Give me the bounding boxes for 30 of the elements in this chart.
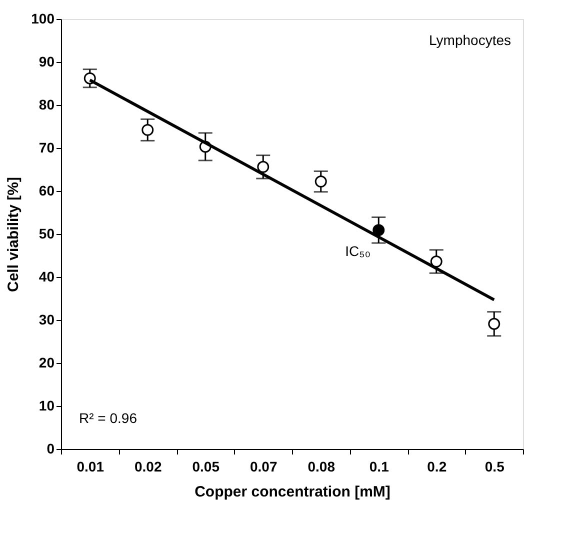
y-tick-label: 60 <box>38 182 55 198</box>
point <box>257 160 270 173</box>
y-tick-label: 20 <box>38 354 55 370</box>
x-tick-label: 0.05 <box>192 458 220 474</box>
y-tick-label: 100 <box>31 10 55 26</box>
x-tick-label: 0.5 <box>484 458 505 474</box>
x-tick-label: 0.01 <box>76 458 104 474</box>
annotation: Lymphocytes <box>429 32 511 48</box>
annotation: IC₅₀ <box>345 243 371 260</box>
y-tick-label: 70 <box>38 140 55 156</box>
y-tick-label: 30 <box>38 312 55 328</box>
point <box>430 256 442 268</box>
x-tick-label: 0.1 <box>369 458 390 474</box>
point <box>488 318 500 330</box>
point <box>142 124 154 136</box>
annotation: R² = 0.96 <box>79 410 138 426</box>
y-tick-label: 40 <box>38 268 55 284</box>
y-tick-label: 50 <box>38 226 55 242</box>
y-tick-label: 80 <box>38 96 55 112</box>
y-axis-title: Cell viability [%] <box>5 176 22 292</box>
point <box>314 176 327 188</box>
y-tick-label: 10 <box>38 398 55 414</box>
y-tick-label: 90 <box>38 54 55 70</box>
x-tick-label: 0.02 <box>134 458 162 474</box>
x-tick-label: 0.07 <box>250 458 278 474</box>
x-tick-label: 0.2 <box>427 458 447 474</box>
x-axis-title: Copper concentration [mM] <box>194 484 390 500</box>
y-tick-label: 0 <box>46 440 55 456</box>
x-tick-label: 0.08 <box>308 458 336 474</box>
point <box>372 224 385 236</box>
